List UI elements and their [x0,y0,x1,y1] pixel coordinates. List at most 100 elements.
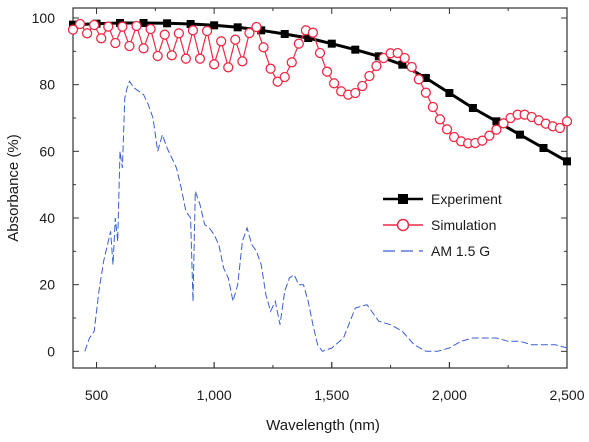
simulation-point [272,76,283,87]
simulation-point [427,101,439,113]
experiment-point [421,74,430,82]
y-tick-label: 40 [39,210,55,226]
legend-am15g-label: AM 1.5 G [431,243,490,259]
simulation-point [67,24,79,35]
experiment-point [210,21,219,30]
simulation-point [279,71,290,83]
simulation-point [131,20,142,32]
y-tick-label: 100 [32,10,56,26]
axes [72,7,568,369]
simulation-point [491,124,502,135]
simulation-point [314,47,326,59]
series-experiment-line [72,21,568,163]
simulation-point [258,42,269,53]
simulation-point [350,87,361,99]
simulation-point [159,29,170,40]
x-tick-label: 2,000 [432,387,467,403]
simulation-point [371,60,382,72]
simulation-point [152,50,163,62]
experiment-point [563,157,571,166]
simulation-point [74,18,86,30]
simulation-point [406,61,417,73]
simulation-point [117,21,128,32]
simulation-point [208,59,220,70]
x-axis-title: Wavelength (nm) [266,417,380,434]
simulation-point [357,80,368,92]
simulation-point [392,47,403,59]
legend-experiment-label: Experiment [431,191,502,207]
simulation-point [244,27,255,39]
tick-labels: 500 1,000 1,500 2,000 2,500 0 20 40 60 80 100 [32,10,585,403]
simulation-point [286,57,297,68]
simulation-point [378,52,389,64]
simulation-point [328,78,340,89]
experiment-point [163,19,172,28]
legend-experiment-marker [398,194,408,204]
simulation-point [180,53,192,64]
experiment-point [304,34,313,42]
simulation-point [364,70,375,82]
experiment-point [186,20,195,28]
y-tick-label: 80 [39,77,55,93]
experiment-point [468,104,477,112]
simulation-point [96,33,107,44]
simulation-point [223,62,234,73]
y-axis-title: Absorbance (%) [5,134,22,242]
simulation-point [89,19,100,31]
simulation-point [166,50,177,61]
simulation-point [138,43,149,54]
legend: Experiment Simulation AM 1.5 G [383,191,502,259]
x-tick-label: 2,500 [549,387,584,403]
simulation-point [187,25,199,36]
simulation-point [498,118,509,129]
simulation-point [194,53,206,64]
simulation-point [413,74,424,85]
simulation-point [103,21,114,32]
simulation-point [484,130,495,141]
experiment-point [233,23,242,32]
simulation-point [110,37,121,49]
plot-frame [72,7,568,369]
simulation-point [251,21,262,33]
simulation-point [124,40,135,52]
y-tick-label: 60 [39,143,55,159]
simulation-point [307,27,319,38]
experiment-point [327,39,336,48]
experiment-point [492,117,501,126]
series-simulation [67,18,573,149]
experiment-point [398,60,407,69]
simulation-point [477,135,488,146]
simulation-point [173,28,185,39]
legend-simulation-label: Simulation [431,217,496,233]
series-am15g-line [84,80,568,352]
experiment-point [515,130,524,139]
simulation-point [434,114,446,125]
experiment-point [445,89,454,97]
simulation-point [216,36,227,47]
simulation-point [230,34,241,45]
experiment-point [280,30,289,38]
simulation-point [237,56,248,67]
simulation-point [554,122,566,134]
experiment-point [257,26,266,35]
simulation-point [265,63,276,74]
simulation-point [420,87,432,98]
y-tick-label: 20 [39,277,55,293]
tick-marks [73,8,568,368]
x-tick-label: 1,000 [197,387,232,403]
simulation-point [321,66,333,77]
simulation-point [399,52,410,64]
simulation-point [441,124,453,135]
simulation-point [201,25,213,37]
legend-simulation-marker [396,218,410,232]
x-tick-label: 500 [85,387,109,403]
x-tick-label: 1,500 [314,387,349,403]
series-experiment [69,19,571,166]
series-layer [67,18,573,352]
simulation-point [145,23,156,35]
experiment-point [139,19,148,27]
y-tick-label: 0 [47,343,55,359]
simulation-point [81,28,93,39]
experiment-point [539,144,548,152]
